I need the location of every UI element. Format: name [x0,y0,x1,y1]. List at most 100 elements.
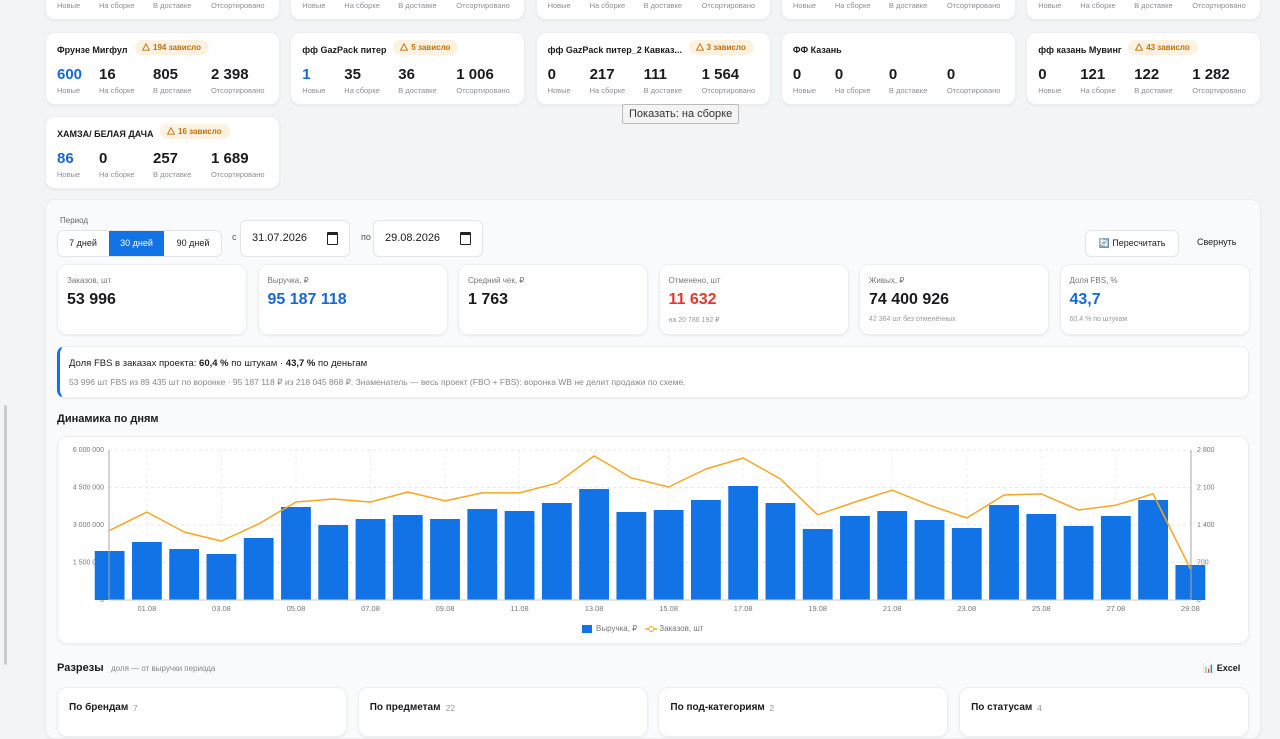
warehouse-card[interactable]: Новые На сборке В доставке Отсортировано [535,0,771,20]
metric-value[interactable]: 0 [888,66,898,83]
stuck-badge: 5 зависло [393,40,459,55]
fbs-note-part: Доля FBS в заказах проекта: [69,358,197,369]
page: Dashboard { "top_cards": {"metric_labels… [4,0,1262,739]
metric-label: На сборке [589,1,626,10]
metric-value[interactable]: 600 [57,66,83,83]
metric-value[interactable]: 0 [792,66,802,83]
warehouse-card[interactable]: Фрунзе Мигфул 194 зависло 600 Новые 16 На сбо… [45,32,280,105]
metric-value[interactable]: 111 [643,66,667,83]
collapse-button[interactable]: Свернуть [1197,237,1237,247]
kpi-value: 74 400 926 [869,291,950,308]
recalc-button[interactable]: 🔄 Пересчитать [1085,230,1179,257]
metric-label: В доставке [398,86,437,95]
metric-value[interactable]: 2 398 [211,66,249,83]
metric-value[interactable]: 1 564 [701,66,740,83]
kpi-value: 1 763 [468,291,509,308]
metric-value[interactable]: 0 [834,66,844,83]
excel-button[interactable]: 📊 Excel [1203,663,1241,673]
kpi-label: Доля FBS, % [1069,276,1118,285]
slice-card[interactable]: По под-категориям 2 [658,687,949,737]
stuck-badge: 194 зависло [135,40,210,55]
metric-label: Отсортировано [456,1,510,10]
metric-value[interactable]: 1 282 [1192,66,1230,83]
warehouse-card[interactable]: Новые На сборке В доставке Отсортировано [1026,0,1262,20]
warehouse-name: ФФ Казань [792,45,842,55]
warehouse-card[interactable]: Новые На сборке В доставке Отсортировано [780,0,1016,20]
metric-value[interactable]: 121 [1080,66,1106,83]
metric-value[interactable]: 122 [1134,66,1160,83]
warehouse-card[interactable]: фф GazPack питер_2 Кавказ... 3 зависло 0 Но… [535,32,771,105]
metric-value[interactable]: 805 [153,66,179,83]
period-button[interactable]: 7 дней [69,238,97,248]
kpi-card: Отменено, шт 11 632 на 20 786 192 ₽ [658,264,849,335]
slices-subtitle: доля — от выручки периода [111,664,216,673]
kpi-card: Средний чек, ₽ 1 763 [458,264,648,335]
metric-label: В доставке [1134,86,1173,95]
metric-value[interactable]: 217 [589,66,615,83]
metric-value[interactable]: 1 689 [211,150,249,167]
stuck-count: 16 зависло [178,127,222,136]
slices-title: Разрезы [57,662,104,674]
warehouse-card[interactable]: Новые На сборке В доставке Отсортировано [290,0,526,20]
kpi-value: 53 996 [67,291,116,308]
kpi-card: Живых, ₽ 74 400 926 42 364 шт без отменённ… [859,264,1049,335]
slice-card[interactable]: По статусам 4 [959,687,1250,737]
warehouse-card[interactable]: фф казань Мувинг 43 зависло 0 Новые 121 На сб… [1026,32,1262,105]
scrollbar [4,405,7,665]
period-button[interactable]: 30 дней [109,231,164,256]
kpi-value: 43,7 [1069,291,1101,308]
metric-label: Новые [547,86,571,95]
metric-value[interactable]: 0 [547,66,556,83]
warehouse-card[interactable]: ФФ Казань 0 Новые 0 На сборке 0 В доставке 0 Отс… [780,32,1016,105]
slice-name: По предметам [369,702,441,713]
metric-value[interactable]: 257 [153,150,179,167]
metric-value[interactable]: 36 [398,66,415,83]
warehouse-name: фф казань Мувинг [1038,45,1122,55]
kpi-value: 95 187 118 [267,291,347,308]
metric-value[interactable]: 0 [1038,66,1047,83]
metric-label: Новые [57,1,81,10]
metric-label: Новые [547,1,571,10]
metric-value[interactable]: 35 [344,66,361,83]
warehouse-card[interactable]: Новые На сборке В доставке Отсортировано [45,0,280,20]
metric-value[interactable]: 1 006 [456,66,494,83]
stuck-badge: 16 зависло [160,124,230,139]
metric-label: На сборке [834,1,871,10]
warehouse-name: ХАМЗА/ БЕЛАЯ ДАЧА [57,129,154,139]
fbs-note-part: по деньгам [318,358,368,369]
calendar-icon [460,232,471,245]
page-body: Новые На сборке В доставке Отсортировано Нов… [4,0,1262,739]
period-button[interactable]: 90 дней [176,238,210,248]
metric-value[interactable]: 1 [302,66,311,83]
slice-card[interactable]: По брендам 7 [57,687,347,737]
metric-label: В доставке [643,1,683,10]
metric-label: На сборке [99,170,135,179]
warehouse-name: Фрунзе Мигфул [57,45,128,55]
metric-label: Новые [792,1,817,10]
slice-card[interactable]: По предметам 22 [357,687,648,737]
metric-value[interactable]: 0 [99,150,108,167]
metric-label: Отсортировано [456,86,510,95]
metric-value[interactable]: 0 [946,66,956,83]
warehouse-card[interactable]: ХАМЗА/ БЕЛАЯ ДАЧА 16 зависло 86 Новые 0 На сб… [45,116,280,189]
metric-label: Отсортировано [1192,1,1246,10]
kpi-label: Средний чек, ₽ [468,276,525,285]
warehouse-card[interactable]: фф GazPack питер 5 зависло 1 Новые 35 На сбор… [290,32,526,105]
fbs-note-detail: 53 996 шт FBS из 89 435 шт по воронке · … [69,377,686,387]
kpi-label: Отменено, шт [668,276,721,285]
metric-label: Отсортировано [701,86,756,95]
kpi-label: Заказов, шт [67,276,112,285]
metric-label: На сборке [1080,86,1116,95]
fbs-note: Доля FBS в заказах проекта: 60,4 % по шт… [57,346,1249,398]
kpi-label: Выручка, ₽ [267,276,309,285]
metric-label: В доставке [888,1,928,10]
stuck-count: 194 зависло [153,43,202,52]
metric-value[interactable]: 86 [57,150,74,167]
metric-label: На сборке [1080,1,1116,10]
metric-value[interactable]: 16 [99,66,116,83]
metric-label: Отсортировано [211,170,265,179]
date-input[interactable]: 31.07.2026 [240,220,350,257]
calendar-icon [327,232,338,245]
metric-label: На сборке [589,86,626,95]
date-input[interactable]: 29.08.2026 [373,220,483,257]
